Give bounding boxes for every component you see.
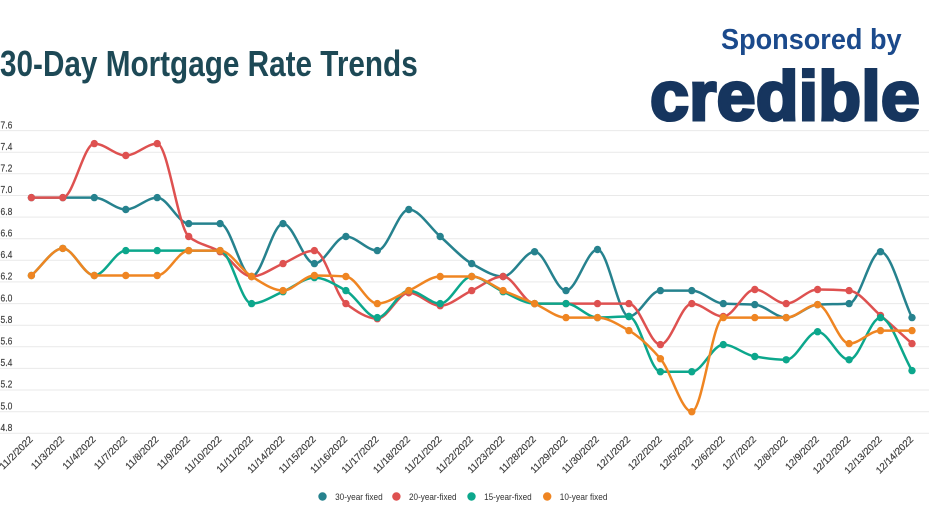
- svg-text:7.4: 7.4: [1, 142, 13, 153]
- svg-text:6.8: 6.8: [1, 207, 13, 218]
- svg-text:6.0: 6.0: [1, 293, 13, 304]
- svg-text:15-year-fixed: 15-year-fixed: [484, 492, 532, 503]
- svg-text:11/3/2022: 11/3/2022: [29, 434, 67, 472]
- svg-text:5.2: 5.2: [1, 380, 13, 391]
- svg-text:30-year fixed: 30-year fixed: [335, 492, 383, 503]
- svg-text:20-year-fixed: 20-year-fixed: [409, 492, 457, 503]
- svg-text:6.4: 6.4: [1, 250, 13, 261]
- svg-text:5.4: 5.4: [1, 358, 13, 369]
- svg-text:7.6: 7.6: [1, 120, 13, 131]
- svg-text:11/8/2022: 11/8/2022: [124, 434, 162, 472]
- svg-text:11/4/2022: 11/4/2022: [61, 434, 99, 472]
- svg-text:7.2: 7.2: [1, 164, 13, 175]
- svg-text:6.6: 6.6: [1, 228, 13, 239]
- svg-text:10-year fixed: 10-year fixed: [560, 492, 608, 503]
- svg-text:5.8: 5.8: [1, 315, 13, 326]
- svg-text:6.2: 6.2: [1, 272, 13, 283]
- svg-text:4.8: 4.8: [1, 423, 13, 434]
- svg-text:5.0: 5.0: [1, 401, 13, 412]
- svg-text:7.0: 7.0: [1, 185, 13, 196]
- svg-text:5.6: 5.6: [1, 337, 13, 348]
- svg-text:11/7/2022: 11/7/2022: [92, 434, 130, 472]
